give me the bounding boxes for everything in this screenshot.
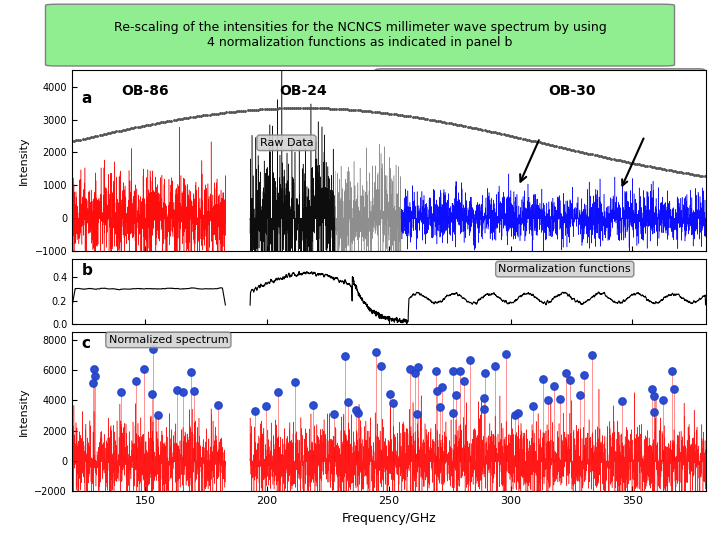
Text: Re-scaling of the intensities for the NCNCS millimeter wave spectrum by using
4 : Re-scaling of the intensities for the NC… — [114, 21, 606, 49]
Point — [479, 368, 490, 377]
Point — [616, 397, 628, 406]
Point — [648, 408, 660, 417]
Point — [387, 399, 398, 408]
FancyBboxPatch shape — [45, 4, 675, 66]
Point — [448, 408, 459, 417]
Point — [307, 401, 319, 410]
Point — [560, 369, 572, 377]
Point — [87, 379, 99, 388]
Point — [668, 384, 680, 393]
Point — [350, 406, 361, 414]
Point — [554, 394, 566, 403]
Point — [431, 387, 443, 396]
Point — [177, 387, 189, 396]
Point — [464, 355, 476, 364]
Text: OB-86: OB-86 — [121, 84, 169, 98]
Point — [328, 409, 340, 418]
Text: Raw Data: Raw Data — [260, 138, 313, 148]
Point — [404, 365, 415, 374]
Point — [260, 401, 271, 410]
Point — [339, 352, 351, 360]
Point — [657, 396, 669, 405]
Point — [434, 403, 446, 411]
Text: c: c — [81, 336, 91, 351]
Point — [343, 398, 354, 407]
Point — [647, 385, 658, 394]
Point — [430, 366, 441, 375]
Point — [648, 392, 660, 401]
Point — [410, 369, 421, 377]
Point — [411, 410, 423, 418]
Point — [188, 387, 199, 395]
Point — [375, 362, 387, 371]
Text: a: a — [81, 91, 92, 106]
Point — [250, 407, 261, 415]
Text: Normalized spectrum: Normalized spectrum — [109, 335, 228, 345]
Point — [384, 390, 396, 399]
FancyBboxPatch shape — [375, 69, 705, 142]
X-axis label: Frequency/GHz: Frequency/GHz — [341, 512, 436, 525]
Point — [513, 408, 524, 417]
Point — [272, 388, 284, 397]
Point — [447, 367, 459, 376]
Point — [459, 376, 470, 385]
Y-axis label: Intensity: Intensity — [19, 136, 29, 185]
Point — [542, 396, 554, 404]
Point — [185, 367, 197, 376]
Point — [454, 367, 466, 375]
Point — [527, 402, 539, 410]
Point — [147, 389, 158, 398]
Text: Normalization functions: Normalization functions — [498, 264, 631, 274]
Point — [478, 404, 490, 413]
Point — [574, 391, 585, 400]
Point — [578, 370, 590, 379]
Text: OB-24: OB-24 — [279, 84, 328, 98]
Point — [138, 364, 150, 373]
Point — [549, 381, 560, 390]
Text: Predicted peak intensities for a-type $K_a$ = 0, 1
and 2 rotational transitions: Predicted peak intensities for a-type $K… — [420, 92, 660, 118]
Point — [370, 348, 382, 356]
Point — [451, 390, 462, 399]
Point — [115, 388, 127, 396]
Point — [436, 383, 448, 391]
Point — [666, 367, 678, 375]
Point — [479, 394, 490, 402]
Point — [289, 378, 301, 387]
Point — [537, 375, 549, 384]
Point — [509, 411, 521, 420]
Point — [500, 350, 512, 359]
Point — [171, 386, 183, 395]
Point — [152, 411, 163, 420]
Point — [413, 363, 424, 372]
Text: OB-30: OB-30 — [548, 84, 595, 98]
Point — [352, 408, 364, 417]
Point — [564, 375, 576, 384]
Point — [212, 401, 223, 409]
Point — [130, 377, 142, 386]
Text: b: b — [81, 264, 92, 279]
Y-axis label: Intensity: Intensity — [19, 388, 29, 436]
Point — [490, 362, 501, 370]
Point — [147, 345, 158, 354]
Point — [586, 351, 598, 360]
Point — [89, 365, 100, 374]
Point — [89, 372, 100, 380]
